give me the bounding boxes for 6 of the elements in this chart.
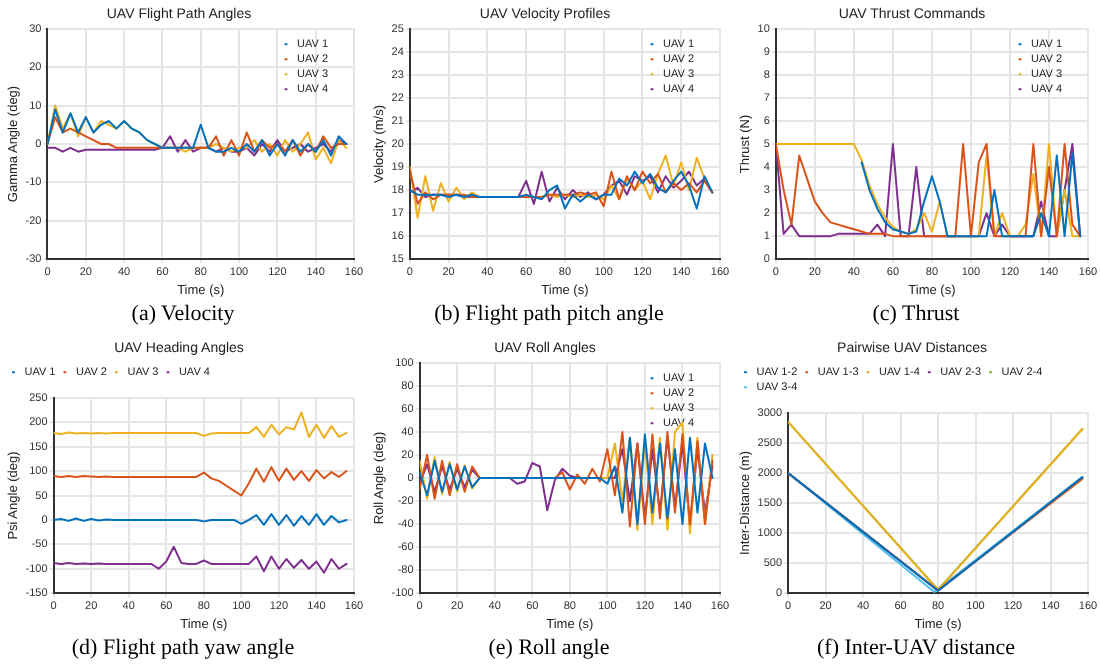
text: (c) Thrust xyxy=(870,300,962,330)
text: (b) Flight path pitch angle xyxy=(432,300,666,330)
text: (a) Velocity xyxy=(129,300,237,330)
text: (e) Roll angle xyxy=(486,634,612,664)
text: (d) Flight path yaw angle xyxy=(69,634,297,664)
text: (f) Inter-UAV distance xyxy=(815,634,1017,664)
